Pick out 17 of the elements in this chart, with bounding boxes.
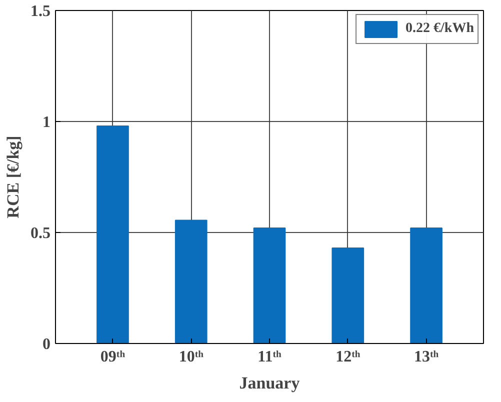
legend-label: 0.22 €/kWh bbox=[406, 21, 474, 37]
bar bbox=[253, 228, 286, 344]
y-tick-label: 0 bbox=[42, 336, 50, 353]
x-axis-title: January bbox=[239, 374, 300, 392]
bar bbox=[410, 228, 442, 344]
y-tick-label: 1.5 bbox=[30, 3, 50, 20]
x-tick-label: 11ᵗʰ bbox=[258, 348, 282, 366]
y-tick-label: 0.5 bbox=[30, 225, 50, 242]
bar bbox=[174, 220, 208, 344]
x-tick-label: 10ᵗʰ bbox=[178, 348, 204, 366]
x-tick-label: 12ᵗʰ bbox=[336, 348, 361, 366]
x-tick-label: 13ᵗʰ bbox=[414, 348, 440, 366]
bar bbox=[332, 248, 364, 344]
y-axis-title: RCE [€/kg] bbox=[4, 136, 22, 218]
bar bbox=[96, 125, 129, 344]
y-tick-label: 1 bbox=[42, 114, 50, 131]
x-tick-label: 09ᵗʰ bbox=[100, 348, 126, 366]
